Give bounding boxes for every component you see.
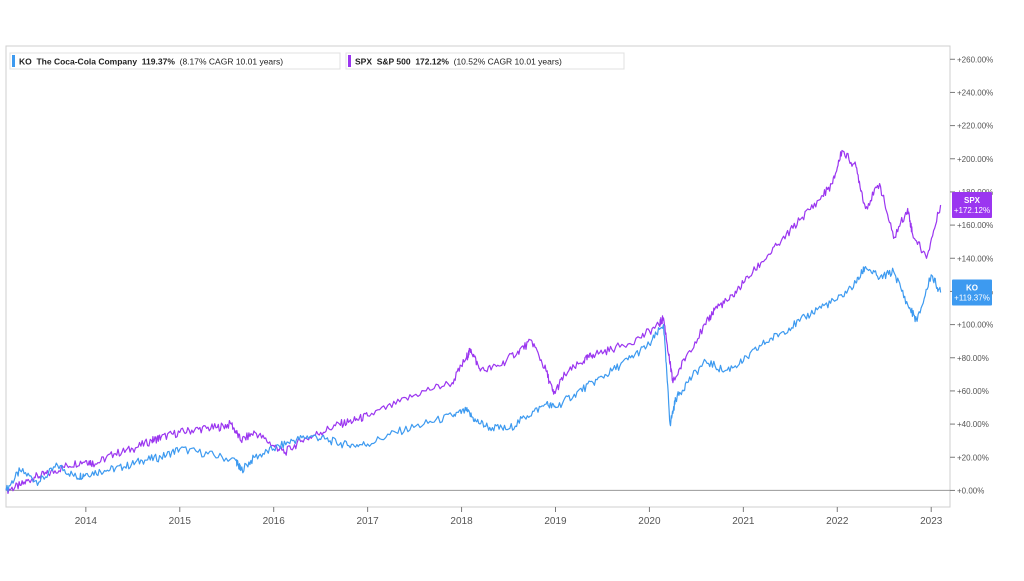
legend-detail-ko: (8.17% CAGR 10.01 years) — [175, 57, 283, 67]
y-tick-label-40: +40.00% — [957, 420, 989, 429]
legend-swatch-spx — [348, 55, 351, 67]
end-badge-ticker-spx: SPX — [964, 196, 981, 205]
x-tick-label-2021: 2021 — [732, 516, 755, 527]
x-tick-label-2019: 2019 — [544, 516, 567, 527]
legend-value-spx: 172.12% — [411, 57, 450, 67]
y-tick-label-240: +240.00% — [957, 88, 993, 97]
legend-ticker-spx: SPX — [355, 57, 372, 67]
end-badge-spx: SPX+172.12% — [952, 191, 992, 218]
legend-box-ko — [9, 52, 341, 70]
y-tick-label-80: +80.00% — [957, 354, 989, 363]
x-tick-label-2014: 2014 — [75, 516, 98, 527]
legend-entry-ko: KO The Coca-Cola Company 119.37% (8.17% … — [9, 52, 341, 70]
end-badge-bg-ko — [952, 279, 992, 306]
y-tick-label-260: +260.00% — [957, 55, 993, 64]
legend-swatch-ko — [12, 55, 15, 67]
y-tick-label-160: +160.00% — [957, 221, 993, 230]
x-tick-label-2022: 2022 — [826, 516, 849, 527]
end-badge-value-spx: +172.12% — [954, 206, 990, 215]
series-line-ko — [5, 266, 942, 492]
y-tick-label-100: +100.00% — [957, 321, 993, 330]
y-tick-label-20: +20.00% — [957, 453, 989, 462]
y-tick-label-200: +200.00% — [957, 155, 993, 164]
legend-box-spx — [345, 52, 625, 70]
x-tick-label-2017: 2017 — [357, 516, 380, 527]
legend-value-ko: 119.37% — [137, 57, 175, 67]
end-badge-bg-spx — [952, 191, 992, 218]
legend-ticker-ko: KO — [19, 57, 32, 67]
x-tick-label-2020: 2020 — [638, 516, 661, 527]
x-tick-label-2016: 2016 — [263, 516, 286, 527]
legend-entry-spx: SPX S&P 500 172.12% (10.52% CAGR 10.01 y… — [345, 52, 625, 70]
legend-text-spx: SPX S&P 500 172.12% (10.52% CAGR 10.01 y… — [355, 57, 562, 67]
y-tick-label-0: +0.00% — [957, 486, 984, 495]
legend-name-ko: The Coca-Cola Company — [32, 57, 138, 67]
y-tick-label-140: +140.00% — [957, 254, 993, 263]
end-badge-value-ko: +119.37% — [954, 293, 990, 302]
end-badge-ko: KO+119.37% — [952, 279, 992, 306]
x-tick-label-2015: 2015 — [169, 516, 192, 527]
y-tick-label-220: +220.00% — [957, 122, 993, 131]
legend-name-spx: S&P 500 — [372, 57, 411, 67]
end-badge-ticker-ko: KO — [966, 283, 978, 292]
x-tick-label-2018: 2018 — [450, 516, 473, 527]
x-tick-label-2023: 2023 — [920, 516, 943, 527]
y-tick-label-60: +60.00% — [957, 387, 989, 396]
plot-frame — [5, 45, 951, 508]
legend-detail-spx: (10.52% CAGR 10.01 years) — [449, 57, 562, 67]
legend-text-ko: KO The Coca-Cola Company 119.37% (8.17% … — [19, 57, 283, 67]
series-line-spx — [5, 149, 942, 494]
